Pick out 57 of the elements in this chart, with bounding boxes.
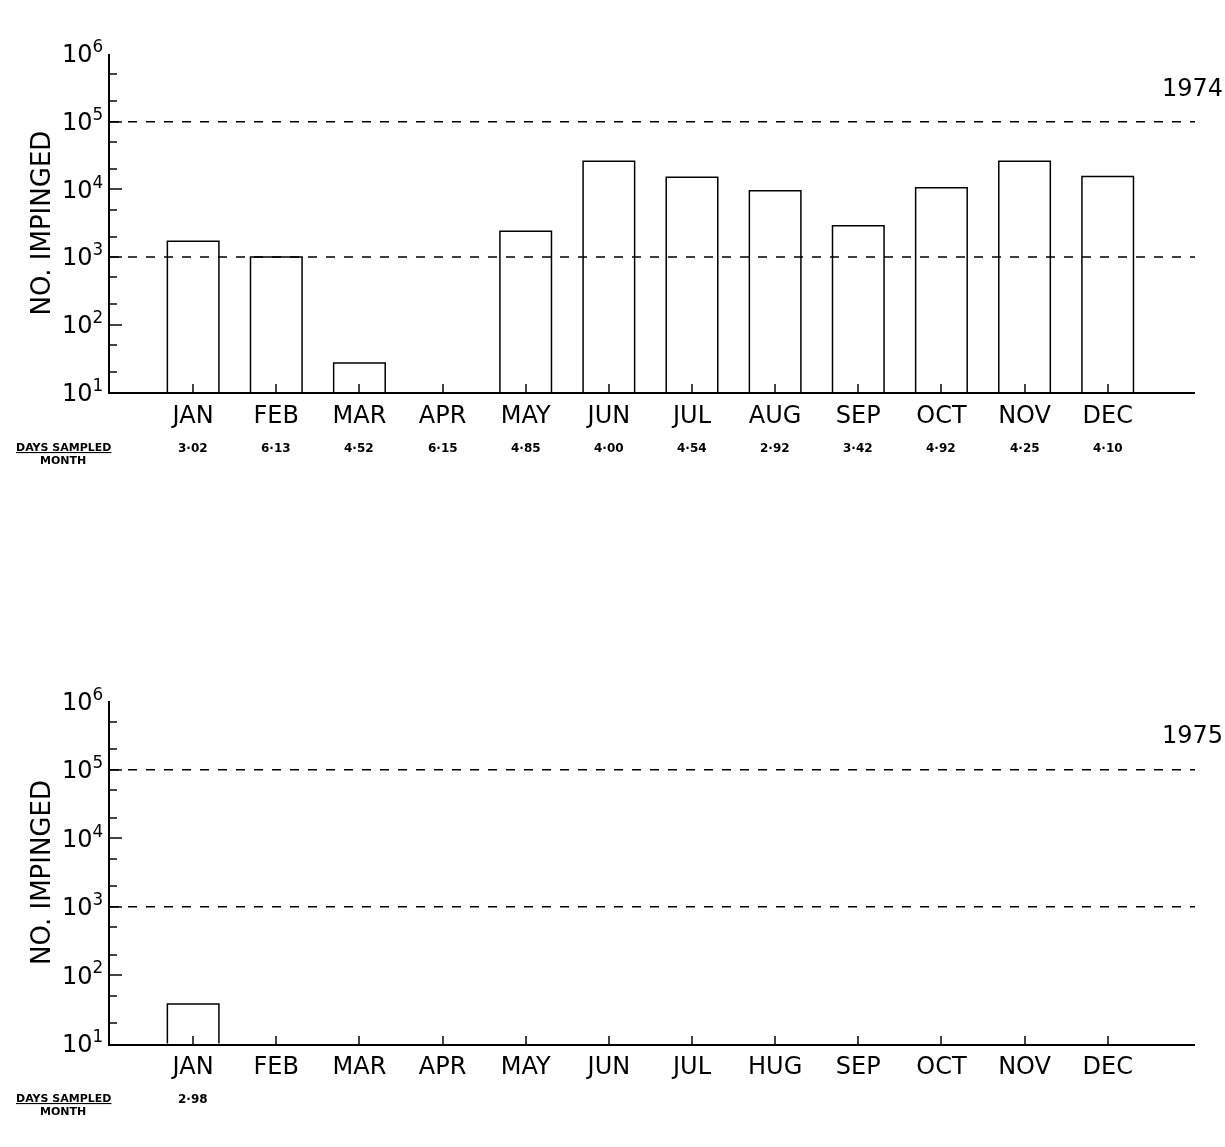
x-tick-label: APR xyxy=(418,401,467,430)
x-tick-label: MAR xyxy=(332,401,387,430)
x-tick-label: OCT xyxy=(916,1052,967,1081)
text: 4·25 xyxy=(1010,441,1040,455)
x-tick-label: DEC xyxy=(1082,1052,1133,1081)
y-tick-label: 10$^{4}$ xyxy=(61,820,104,853)
x-tick-label: DEC xyxy=(1082,401,1133,430)
y-tick-label: 10$^{2}$ xyxy=(61,957,104,990)
y-tick-label: 10$^{6}$ xyxy=(61,683,104,716)
text: 3·02 xyxy=(178,441,208,455)
y-tick-label: 10$^{1}$ xyxy=(61,1025,104,1058)
text: 2·92 xyxy=(760,441,790,455)
y-tick-label: 10$^{2}$ xyxy=(61,306,104,339)
text: 1974 xyxy=(1162,74,1224,102)
y-axis-title: NO. IMPINGED xyxy=(25,780,56,965)
x-tick-label: FEB xyxy=(253,401,299,430)
x-tick-label: HUG xyxy=(748,1052,803,1081)
y-tick-label: 10$^{5}$ xyxy=(61,752,104,785)
text: 3·42 xyxy=(843,441,873,455)
x-tick-label: JAN xyxy=(170,401,214,430)
x-tick-label: MAY xyxy=(500,1052,552,1081)
text: 4·00 xyxy=(594,441,624,455)
y-tick-label: 10$^{1}$ xyxy=(61,374,104,407)
text: 4·52 xyxy=(344,441,374,455)
x-tick-label: APR xyxy=(418,1052,467,1081)
x-tick-label: JUL xyxy=(670,1052,712,1081)
text: MONTH xyxy=(40,454,87,467)
x-tick-label: MAR xyxy=(332,1052,387,1081)
y-tick-label: 10$^{5}$ xyxy=(61,103,104,137)
x-tick-label: AUG xyxy=(748,401,802,430)
text: MONTH xyxy=(40,1105,87,1118)
text: 2·98 xyxy=(178,1092,208,1106)
text: DAYS SAMPLED xyxy=(16,441,112,454)
x-tick-label: JUN xyxy=(585,1052,631,1081)
text: 4·54 xyxy=(677,441,707,455)
x-tick-label: JUN xyxy=(585,401,631,430)
text: 6·13 xyxy=(261,441,291,455)
y-tick-label: 10$^{4}$ xyxy=(61,171,104,204)
y-tick-label: 10$^{3}$ xyxy=(61,239,104,272)
text: 4·92 xyxy=(926,441,956,455)
x-tick-label: OCT xyxy=(916,401,967,430)
text: 4·10 xyxy=(1093,441,1123,455)
x-tick-label: SEP xyxy=(835,1052,881,1081)
x-tick-label: JUL xyxy=(670,401,712,430)
text: DAYS SAMPLED xyxy=(16,1092,112,1105)
text: 4·85 xyxy=(511,441,541,455)
x-tick-label: NOV xyxy=(998,1052,1052,1081)
x-tick-label: NOV xyxy=(998,401,1052,430)
x-tick-label: JAN xyxy=(170,1052,214,1081)
y-tick-label: 10$^{6}$ xyxy=(61,36,104,69)
text: 1975 xyxy=(1162,721,1224,749)
text: 6·15 xyxy=(428,441,458,455)
y-tick-label: 10$^{3}$ xyxy=(61,889,104,922)
y-axis-title: NO. IMPINGED xyxy=(25,130,56,316)
x-tick-label: SEP xyxy=(835,401,881,430)
x-tick-label: MAY xyxy=(500,401,552,430)
x-tick-label: FEB xyxy=(253,1052,299,1081)
